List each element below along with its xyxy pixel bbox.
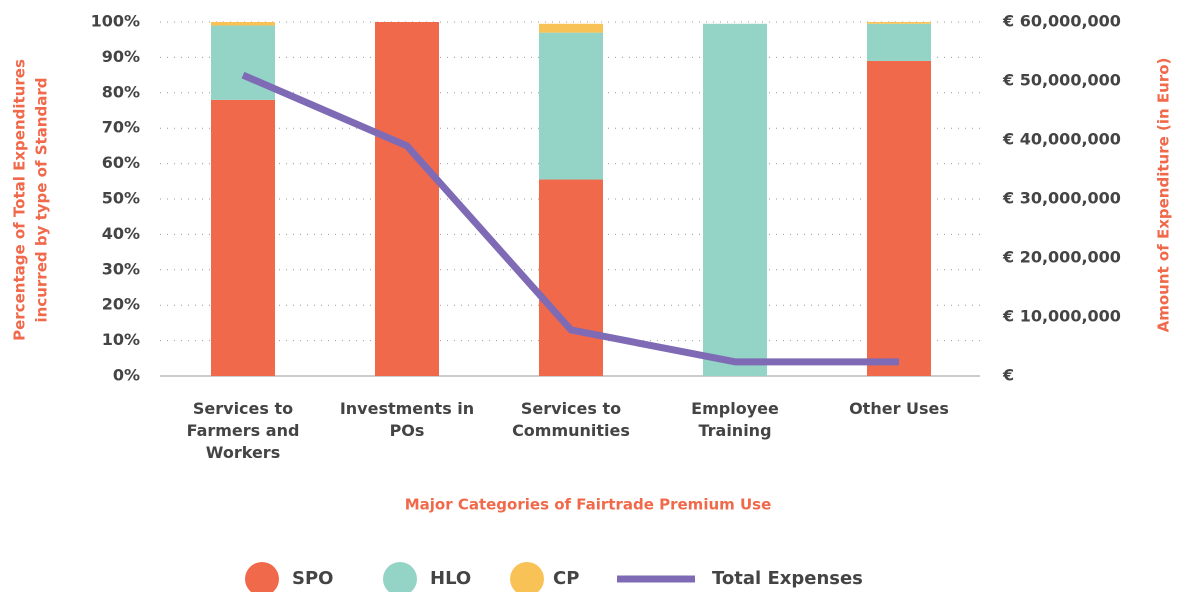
y-tick-label: 0% (113, 366, 140, 385)
y2-tick-label: € 50,000,000 (1002, 71, 1121, 90)
y-tick-label: 30% (102, 259, 140, 278)
y-tick-label: 60% (102, 153, 140, 172)
bar-segment (867, 23, 931, 61)
x-tick-label: Employee Training (691, 399, 779, 440)
x-tick-label: Investments in POs (339, 399, 475, 440)
bar-segment (211, 99, 275, 376)
y-axis-label: incurred by type of Standard (33, 78, 51, 323)
x-tick-label: Services to Farmers and Workers (186, 399, 300, 462)
y-tick-label: 80% (102, 82, 140, 101)
legend-swatch (383, 562, 417, 592)
legend-label: Total Expenses (712, 568, 863, 589)
bar-segment (211, 22, 275, 26)
y2-tick-label: € 60,000,000 (1002, 12, 1121, 31)
y-tick-label: 100% (91, 12, 140, 31)
y2-tick-label: € 40,000,000 (1002, 130, 1121, 149)
x-tick-label: Services to Communities (512, 399, 630, 440)
y2-tick-label: € 20,000,000 (1002, 248, 1121, 267)
y-tick-label: 70% (102, 118, 140, 137)
y-tick-label: 10% (102, 330, 140, 349)
x-axis-label: Major Categories of Fairtrade Premium Us… (405, 496, 772, 514)
legend-label: HLO (430, 568, 471, 589)
bar-segment (539, 179, 603, 376)
bar-segment (867, 22, 931, 24)
bar-segment (375, 22, 439, 376)
bar-segment (211, 25, 275, 100)
y-axis-label: Percentage of Total Expenditures (11, 59, 29, 341)
y-tick-label: 40% (102, 224, 140, 243)
y-tick-label: 20% (102, 295, 140, 314)
y-tick-label: 50% (102, 189, 140, 208)
y2-axis-label: Amount of Expenditure (in Euro) (1155, 58, 1173, 333)
bar-segment (539, 23, 603, 33)
y2-tick-label: € 30,000,000 (1002, 189, 1121, 208)
bar-segment (867, 60, 931, 376)
legend-label: SPO (292, 568, 333, 589)
y-tick-label: 90% (102, 47, 140, 66)
y2-tick-label: € (1002, 366, 1014, 385)
x-tick-label: Other Uses (849, 399, 949, 418)
line (241, 71, 899, 366)
bar-segment (703, 23, 767, 377)
bar-segment (539, 32, 603, 180)
legend-swatch (510, 562, 544, 592)
legend-swatch (245, 562, 279, 592)
y2-tick-label: € 10,000,000 (1002, 307, 1121, 326)
legend-label: CP (553, 568, 579, 589)
